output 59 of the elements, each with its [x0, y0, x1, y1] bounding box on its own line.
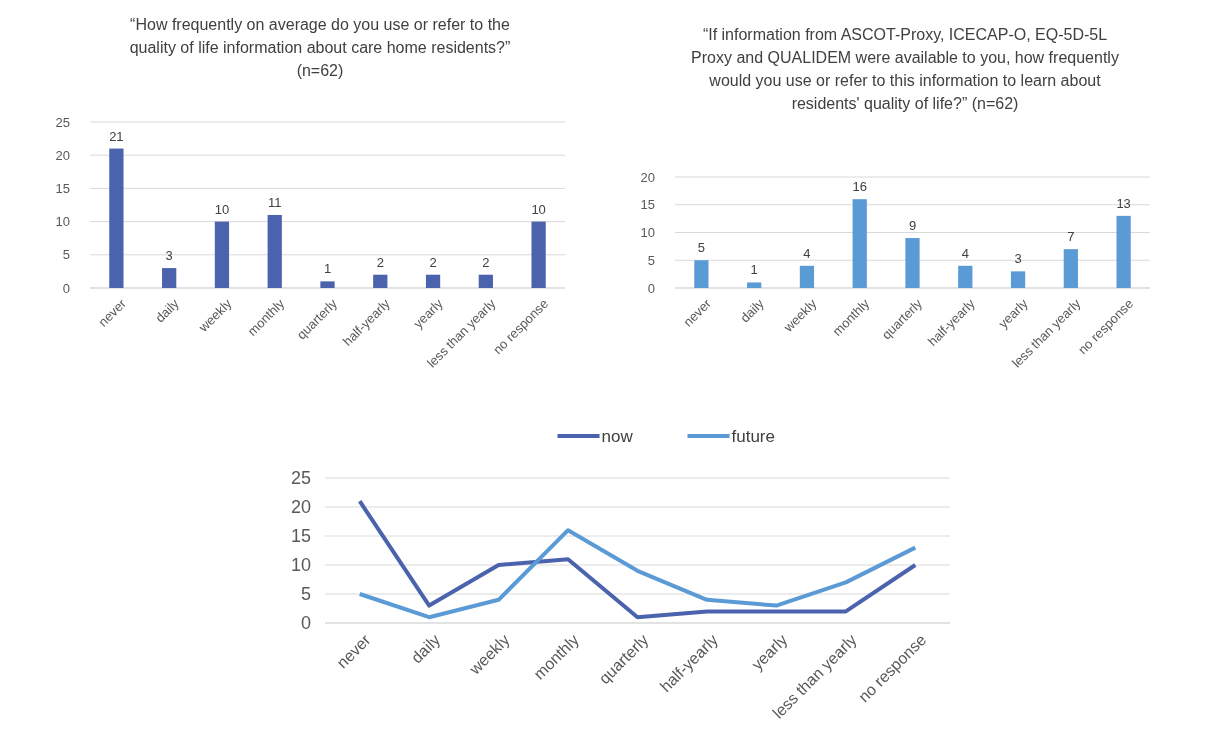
- y-tick-label: 20: [290, 497, 311, 518]
- bar: [425, 274, 441, 288]
- legend-label: now: [601, 426, 634, 446]
- y-tick-label: 10: [55, 214, 70, 230]
- data-label: 7: [1067, 229, 1075, 245]
- data-label: 16: [852, 179, 867, 195]
- chart-title: “If information from ASCOT-Proxy, ICECAP-O, EQ-5D-5L Proxy and QUALIDEM were available to you, how frequently would you use or refer to this information to learn about residents' quality of life?” (n=62): [691, 26, 1119, 112]
- bar: [373, 274, 388, 288]
- bar: [320, 281, 335, 288]
- legend-label: future: [731, 426, 775, 446]
- data-label: 10: [214, 201, 230, 217]
- bar: [694, 260, 709, 288]
- bar: [267, 214, 282, 288]
- bar: [531, 221, 546, 288]
- data-label: 1: [323, 261, 332, 277]
- bar: [162, 268, 177, 288]
- y-tick-label: 0: [300, 613, 311, 634]
- y-tick-label: 0: [647, 280, 655, 296]
- data-label: 13: [1116, 195, 1131, 211]
- data-label: 21: [109, 128, 124, 144]
- bar: [852, 199, 867, 288]
- bar: [478, 274, 493, 288]
- bar: [905, 238, 920, 288]
- y-tick-label: 10: [640, 225, 655, 241]
- bar: [747, 282, 762, 288]
- data-label: 2: [376, 254, 384, 270]
- y-tick-label: 5: [647, 252, 655, 268]
- bar: [214, 221, 230, 288]
- data-label: 2: [429, 254, 437, 270]
- y-tick-label: 20: [640, 169, 655, 185]
- data-label: 3: [165, 248, 173, 264]
- y-tick-label: 25: [55, 114, 70, 130]
- y-tick-label: 5: [62, 247, 70, 263]
- y-tick-label: 20: [55, 147, 70, 163]
- line-series: [357, 499, 918, 620]
- y-tick-label: 15: [55, 181, 70, 197]
- y-tick-label: 10: [290, 555, 311, 576]
- data-label: 3: [1014, 251, 1022, 267]
- y-tick-label: 0: [62, 280, 70, 296]
- chart-title: “How frequently on average do you use or refer to the quality of life information about care home residents?” (n=62): [129, 16, 511, 79]
- bar: [958, 265, 973, 288]
- data-label: 1: [750, 262, 758, 278]
- bar: [1063, 249, 1078, 288]
- data-label: 10: [531, 201, 546, 217]
- bar: [109, 148, 124, 288]
- data-label: 5: [697, 240, 706, 256]
- data-label: 4: [961, 245, 969, 261]
- data-label: 4: [803, 245, 811, 261]
- y-tick-label: 25: [290, 468, 311, 489]
- bar: [799, 265, 815, 288]
- bar: [1010, 271, 1026, 288]
- data-label: 9: [908, 218, 917, 234]
- data-label: 2: [482, 254, 490, 270]
- data-label: 11: [267, 194, 282, 210]
- bar: [1116, 215, 1131, 288]
- y-tick-label: 15: [640, 197, 655, 213]
- line-series: [357, 528, 918, 620]
- y-tick-label: 15: [290, 526, 311, 547]
- y-tick-label: 5: [300, 584, 311, 605]
